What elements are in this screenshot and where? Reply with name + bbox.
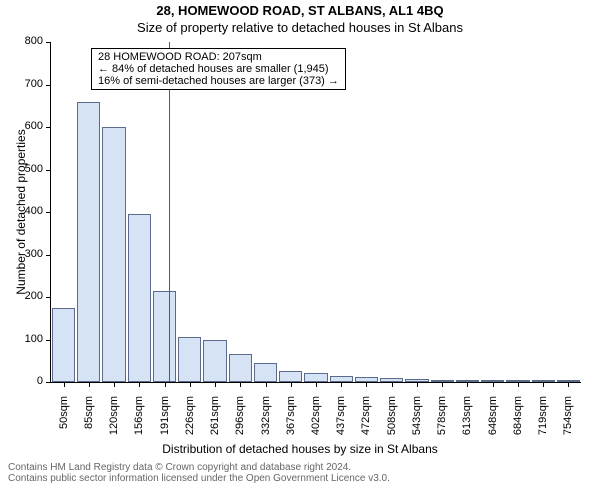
histogram-bar	[279, 371, 302, 382]
y-tick	[46, 85, 51, 86]
x-tick	[291, 382, 292, 387]
footer-line-2: Contains public sector information licen…	[8, 473, 592, 484]
histogram-bar	[178, 337, 201, 382]
histogram-bar	[203, 340, 226, 383]
y-tick-label: 200	[13, 290, 43, 302]
x-tick	[568, 382, 569, 387]
x-tick	[114, 382, 115, 387]
x-tick	[165, 382, 166, 387]
x-tick	[417, 382, 418, 387]
info-line-1: 28 HOMEWOOD ROAD: 207sqm	[98, 51, 339, 63]
x-tick	[442, 382, 443, 387]
y-tick-label: 500	[13, 163, 43, 175]
x-tick	[366, 382, 367, 387]
y-tick-label: 600	[13, 120, 43, 132]
histogram-bar	[254, 363, 277, 382]
reference-line	[169, 42, 170, 382]
y-tick-label: 400	[13, 205, 43, 217]
x-tick	[467, 382, 468, 387]
y-tick-label: 100	[13, 333, 43, 345]
y-tick	[46, 340, 51, 341]
attribution-footer: Contains HM Land Registry data © Crown c…	[0, 462, 600, 484]
y-tick	[46, 255, 51, 256]
histogram-bar	[153, 291, 176, 382]
y-tick	[46, 297, 51, 298]
x-tick	[266, 382, 267, 387]
y-tick	[46, 212, 51, 213]
y-tick	[46, 127, 51, 128]
footer-line-1: Contains HM Land Registry data © Crown c…	[8, 462, 592, 473]
histogram-bar	[77, 102, 100, 383]
x-tick	[139, 382, 140, 387]
x-tick	[518, 382, 519, 387]
x-axis-label: Distribution of detached houses by size …	[0, 442, 600, 456]
histogram-bar	[52, 308, 75, 382]
x-tick	[64, 382, 65, 387]
x-tick	[215, 382, 216, 387]
info-line-2: ← 84% of detached houses are smaller (1,…	[98, 63, 339, 75]
x-tick	[341, 382, 342, 387]
chart-container: 28, HOMEWOOD ROAD, ST ALBANS, AL1 4BQ Si…	[0, 0, 600, 500]
y-tick-label: 800	[13, 35, 43, 47]
info-box: 28 HOMEWOOD ROAD: 207sqm ← 84% of detach…	[91, 48, 346, 90]
y-tick-label: 300	[13, 248, 43, 260]
x-tick	[392, 382, 393, 387]
y-tick	[46, 170, 51, 171]
histogram-bar	[128, 214, 151, 382]
x-tick	[543, 382, 544, 387]
y-tick	[46, 382, 51, 383]
histogram-bar	[102, 127, 125, 382]
y-tick	[46, 42, 51, 43]
x-tick	[190, 382, 191, 387]
x-tick	[493, 382, 494, 387]
plot-area: 28 HOMEWOOD ROAD: 207sqm ← 84% of detach…	[50, 42, 581, 383]
histogram-bar	[229, 354, 252, 382]
chart-title-subtitle: Size of property relative to detached ho…	[0, 20, 600, 35]
histogram-bar	[304, 373, 327, 382]
x-tick	[316, 382, 317, 387]
y-tick-label: 0	[13, 375, 43, 387]
chart-title-address: 28, HOMEWOOD ROAD, ST ALBANS, AL1 4BQ	[0, 3, 600, 18]
info-line-3: 16% of semi-detached houses are larger (…	[98, 75, 339, 87]
x-tick	[240, 382, 241, 387]
y-tick-label: 700	[13, 78, 43, 90]
x-tick	[89, 382, 90, 387]
